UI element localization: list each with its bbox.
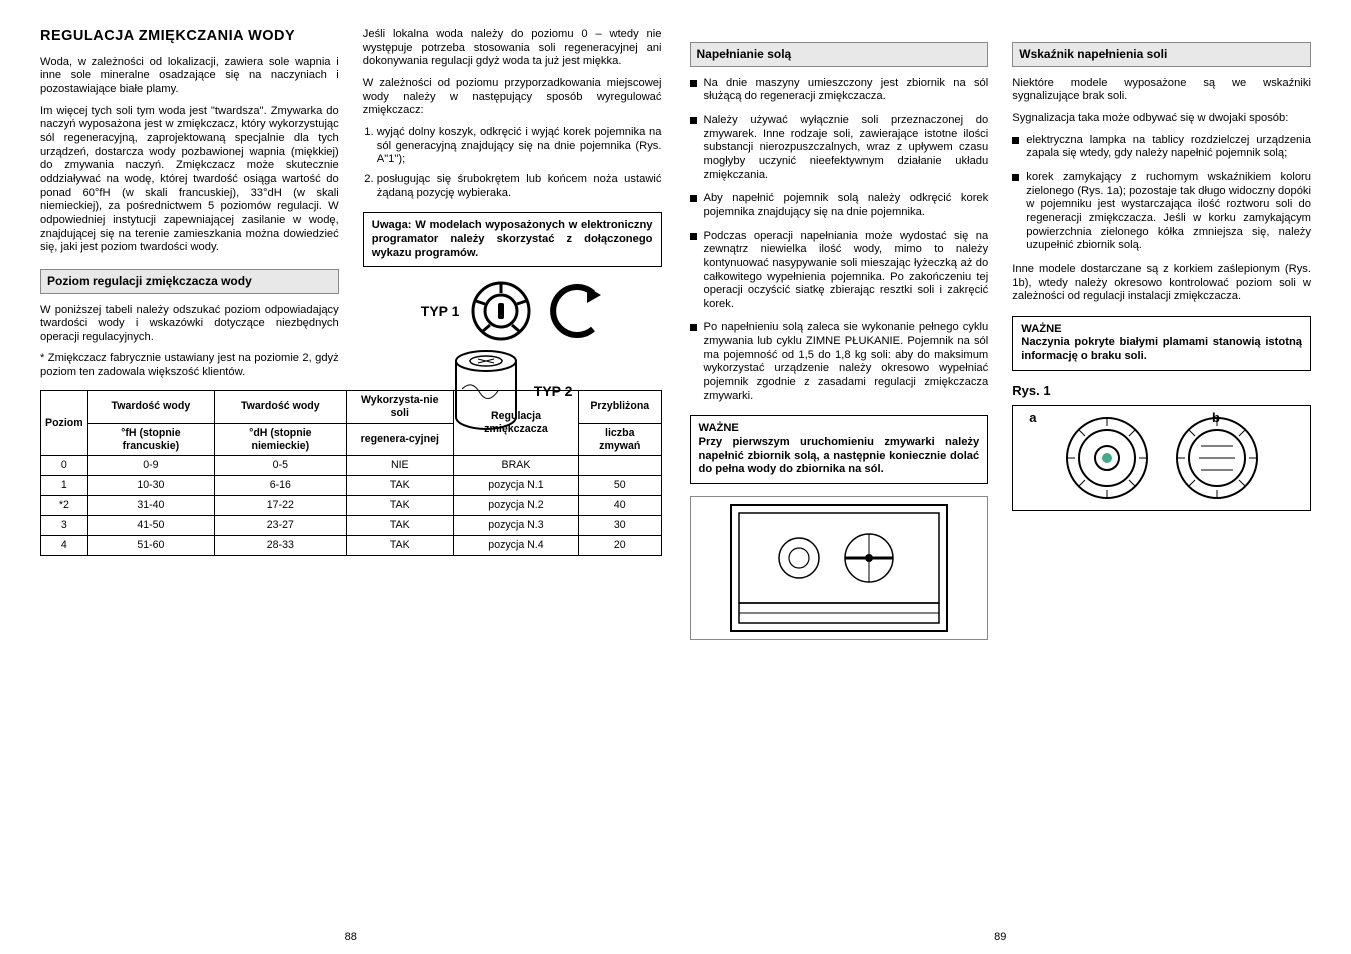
cell: 4 — [41, 536, 88, 556]
callout-wazne-2: WAŻNE Naczynia pokryte białymi plamami s… — [1012, 316, 1311, 371]
list-item: Po napełnieniu solą zaleca sie wykonanie… — [690, 321, 989, 403]
caps-box: a b — [1012, 405, 1311, 511]
cell: 0-5 — [215, 456, 347, 476]
step: wyjąć dolny koszyk, odkręcić i wyjąć kor… — [377, 126, 662, 167]
th: Twardość wody — [87, 390, 214, 423]
cell: 0-9 — [87, 456, 214, 476]
right-col2: Wskaźnik napełnienia soli Niektóre model… — [1012, 28, 1311, 918]
callout-title: WAŻNE — [699, 422, 980, 436]
salt-container-icon — [452, 349, 520, 433]
left-col1: REGULACJA ZMIĘKCZANIA WODY Woda, w zależ… — [40, 28, 339, 918]
cap-a-icon — [1061, 412, 1153, 504]
label-b: b — [1212, 410, 1220, 426]
callout-title: WAŻNE — [1021, 323, 1302, 337]
typ-figures: TYP 1 — [363, 279, 662, 433]
typ1-label: TYP 1 — [421, 303, 460, 320]
salt-list: Na dnie maszyny umieszczony jest zbiorni… — [690, 77, 989, 404]
list-item: Aby napełnić pojemnik solą należy odkręc… — [690, 192, 989, 219]
callout-body: Przy pierwszym uruchomieniu zmywarki nal… — [699, 436, 980, 477]
page-left: REGULACJA ZMIĘKCZANIA WODY Woda, w zależ… — [40, 28, 662, 942]
para: W zależności od poziomu przyporzadkowani… — [363, 77, 662, 118]
label-a: a — [1029, 410, 1036, 426]
para: Niektóre modele wyposażone są we wskaźni… — [1012, 77, 1311, 104]
page-right: Napełnianie solą Na dnie maszyny umieszc… — [690, 28, 1312, 942]
th: °dH (stopnie niemieckie) — [215, 423, 347, 456]
typ1-dial-icon — [469, 279, 533, 343]
list-item: Należy używać wyłącznie soli przeznaczon… — [690, 114, 989, 182]
left-col2: Jeśli lokalna woda należy do poziomu 0 –… — [363, 28, 662, 918]
cell: 1 — [41, 476, 88, 496]
cell: 3 — [41, 516, 88, 536]
step: posługując się śrubokrętem lub końcem no… — [377, 173, 662, 200]
cell: 23-27 — [215, 516, 347, 536]
page-number: 89 — [994, 931, 1006, 944]
list-item: elektryczna lampka na tablicy rozdzielcz… — [1012, 134, 1311, 161]
callout-uwaga: Uwaga: W modelach wyposażonych w elektro… — [363, 212, 662, 267]
heading-regulacja: REGULACJA ZMIĘKCZANIA WODY — [40, 28, 339, 46]
para: Im więcej tych soli tym woda jest "tward… — [40, 105, 339, 255]
cell: 17-22 — [215, 496, 347, 516]
cell: 41-50 — [87, 516, 214, 536]
typ2-arrow-icon — [543, 281, 603, 341]
subhead-poziom: Poziom regulacji zmiękczacza wody — [40, 269, 339, 294]
cell: 51-60 — [87, 536, 214, 556]
dishwasher-floor-figure — [690, 496, 989, 640]
rys1-label: Rys. 1 — [1012, 383, 1311, 399]
callout-wazne-1: WAŻNE Przy pierwszym uruchomieniu zmywar… — [690, 415, 989, 484]
subhead-napelnianie: Napełnianie solą — [690, 42, 989, 67]
typ2-label: TYP 2 — [534, 383, 573, 400]
list-item: korek zamykający z ruchomym wskaźnikiem … — [1012, 171, 1311, 253]
para: Jeśli lokalna woda należy do poziomu 0 –… — [363, 28, 662, 69]
steps-list: wyjąć dolny koszyk, odkręcić i wyjąć kor… — [363, 126, 662, 200]
para: Woda, w zależności od lokalizacji, zawie… — [40, 56, 339, 97]
cell: *2 — [41, 496, 88, 516]
list-item: Na dnie maszyny umieszczony jest zbiorni… — [690, 77, 989, 104]
cell: 28-33 — [215, 536, 347, 556]
para: Sygnalizacja taka może odbywać się w dwo… — [1012, 112, 1311, 126]
para-footnote: * Zmiękczacz fabrycznie ustawiany jest n… — [40, 352, 339, 379]
cell: 10-30 — [87, 476, 214, 496]
list-item: Podczas operacji napełniania może wydost… — [690, 230, 989, 312]
dishwasher-floor-icon — [729, 503, 949, 633]
th: Twardość wody — [215, 390, 347, 423]
page-number: 88 — [345, 931, 357, 944]
cell: 31-40 — [87, 496, 214, 516]
para: W poniższej tabeli należy odszukać pozio… — [40, 304, 339, 345]
cell: 6-16 — [215, 476, 347, 496]
para: Inne modele dostarczane są z korkiem zaś… — [1012, 263, 1311, 304]
subhead-wskaznik: Wskaźnik napełnienia soli — [1012, 42, 1311, 67]
right-col1: Napełnianie solą Na dnie maszyny umieszc… — [690, 28, 989, 918]
th-poziom: Poziom — [41, 390, 88, 456]
th: °fH (stopnie francuskie) — [87, 423, 214, 456]
rys1-figure: Rys. 1 a b — [1012, 383, 1311, 511]
cell: 0 — [41, 456, 88, 476]
callout-body: Naczynia pokryte białymi plamami stanowi… — [1021, 336, 1302, 363]
indicator-list: elektryczna lampka na tablicy rozdzielcz… — [1012, 134, 1311, 253]
